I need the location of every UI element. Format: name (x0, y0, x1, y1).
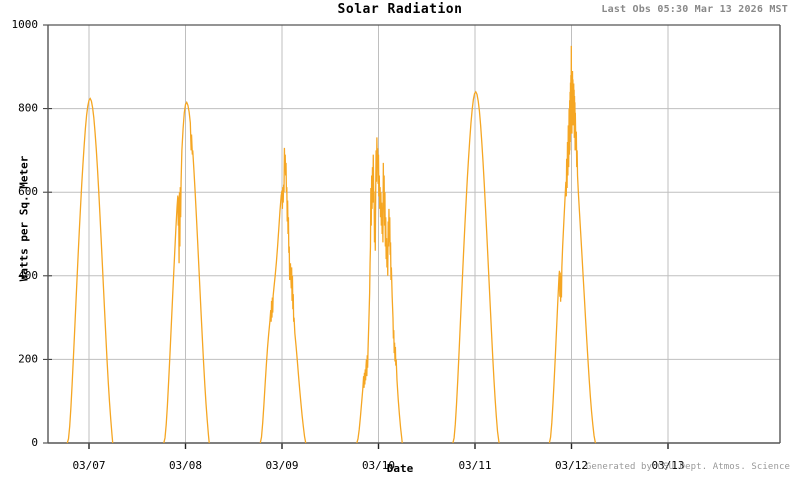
x-tick-label: 03/13 (651, 459, 684, 472)
x-tick-label: 03/08 (169, 459, 202, 472)
last-observation-label: Last Obs 05:30 Mar 13 2026 MST (601, 4, 788, 15)
generated-by-credit: Generated by CSU Dept. Atmos. Science (585, 462, 790, 472)
series-line-03-07 (66, 97, 114, 444)
series-line-03-08 (163, 100, 210, 444)
x-tick-label: 03/10 (362, 459, 395, 472)
series-line-03-11 (452, 90, 500, 444)
y-tick-label: 1000 (12, 18, 39, 31)
series-line-03-12 (548, 45, 597, 444)
x-tick-label: 03/11 (458, 459, 491, 472)
y-tick-label: 0 (31, 436, 38, 449)
chart-title: Solar Radiation (337, 2, 463, 17)
y-tick-label: 600 (18, 185, 38, 198)
series-line-03-10 (356, 137, 403, 444)
y-tick-label: 400 (18, 269, 38, 282)
y-tick-label: 200 (18, 352, 38, 365)
x-tick-label: 03/12 (555, 459, 588, 472)
x-tick-label: 03/07 (72, 459, 105, 472)
y-axis-label: Watts per Sq. Meter (17, 155, 31, 282)
x-axis-label: Date (386, 462, 414, 475)
x-tick-label: 03/09 (265, 459, 298, 472)
y-tick-label: 800 (18, 102, 38, 115)
series-line-03-09 (259, 147, 307, 444)
